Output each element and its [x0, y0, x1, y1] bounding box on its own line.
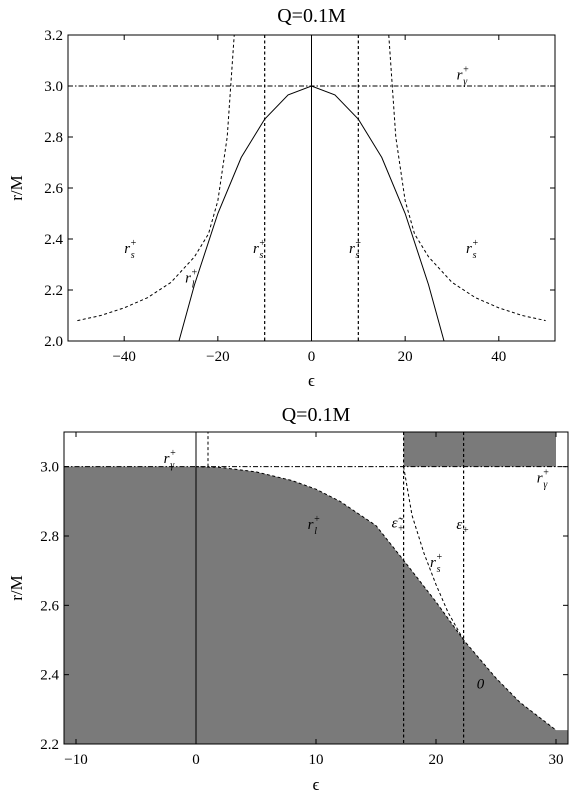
curve-annotation: r+ l — [308, 514, 321, 537]
annotation-base: r — [349, 241, 355, 257]
annotation-base: r — [124, 241, 130, 257]
curve-annotation: r+ s — [430, 552, 443, 575]
y-tick-label: 2.0 — [44, 334, 63, 350]
y-tick-label: 2.2 — [44, 283, 63, 299]
annotation-sub: s — [260, 250, 264, 261]
x-tick-label: 0 — [308, 349, 316, 365]
y-axis-label: r/M — [7, 575, 26, 601]
annotation-sub: γ — [170, 460, 175, 471]
y-tick-label: 2.6 — [40, 598, 59, 614]
y-tick-label: 2.8 — [40, 529, 59, 545]
y-tick-label: 3.0 — [44, 79, 63, 95]
annotation-base: r — [537, 470, 543, 486]
y-tick-label: 2.2 — [40, 737, 59, 753]
annotation-sub: γ — [543, 479, 548, 490]
annotation-base: r — [430, 555, 436, 571]
curve-annotation: r+ s — [466, 238, 479, 261]
curve-annotation: r+ γ — [457, 65, 470, 88]
annotation-base: r — [253, 241, 259, 257]
x-tick-label: 10 — [309, 752, 324, 768]
curve-annotation: ε̃+ — [392, 515, 405, 534]
annotation-sup: + — [463, 65, 470, 76]
plot-area — [68, 35, 555, 341]
y-tick-label: 2.4 — [44, 232, 63, 248]
curve-annotation: r+ l — [185, 267, 198, 290]
series-line-0 — [195, 466, 557, 731]
series-line-2 — [388, 35, 546, 322]
curve-annotation: r+ s — [124, 238, 137, 261]
annotation-sub: l — [314, 526, 317, 537]
annotation-base: r — [457, 68, 463, 84]
shaded-region-upper — [403, 432, 556, 467]
shaded-region — [64, 466, 568, 744]
annotation-base: ε — [456, 517, 462, 533]
plot-area — [64, 432, 568, 744]
annotation-sub: + — [462, 525, 469, 536]
x-tick-label: 0 — [192, 752, 200, 768]
annotation-sub: + — [398, 523, 405, 534]
curve-annotation: ε+ — [456, 517, 469, 536]
x-tick-label: 40 — [491, 349, 506, 365]
x-tick-label: 20 — [398, 349, 413, 365]
x-tick-label: 30 — [549, 752, 564, 768]
series-line-1 — [77, 35, 235, 322]
annotation-sub: γ — [463, 77, 468, 88]
x-tick-label: −10 — [64, 752, 87, 768]
annotation-sub: s — [437, 564, 441, 575]
top-panel: −40 −20 0 20 40 2.0 2.2 2.4 2.6 2.8 3.0 3.2 Q=0.1M ϵ r… — [7, 5, 556, 390]
curve-annotation: r+ s — [253, 238, 266, 261]
annotation-sup: + — [259, 238, 266, 249]
y-tick-label: 3.2 — [44, 28, 63, 44]
annotation-sub: l — [192, 279, 195, 290]
curve-annotation: r+ γ — [537, 467, 550, 490]
annotation-sup: + — [130, 238, 137, 249]
y-tick-label: 2.8 — [44, 130, 63, 146]
annotation-sub: s — [356, 250, 360, 261]
annotation-base: r — [308, 517, 314, 533]
y-tick-label: 2.6 — [44, 181, 63, 197]
annotation-base: 0 — [477, 677, 485, 693]
x-axis-label: ϵ — [313, 775, 320, 794]
x-tick-label: −20 — [206, 349, 229, 365]
curve-annotation: 0 — [477, 677, 485, 693]
x-axis-label: ϵ — [308, 371, 315, 390]
x-tick-label: 20 — [429, 752, 444, 768]
annotation-sup: + — [169, 448, 176, 459]
annotation-sub: s — [131, 250, 135, 261]
annotation-sup: + — [472, 238, 479, 249]
annotation-base: r — [466, 241, 472, 257]
series-line-1 — [403, 466, 465, 641]
curve-annotation: r+ s — [349, 238, 362, 261]
chart-title: Q=0.1M — [282, 404, 351, 426]
curve-annotation: r+ γ — [164, 448, 177, 471]
annotation-sup: + — [436, 552, 443, 563]
annotation-base: r — [164, 451, 170, 467]
annotation-sup: + — [355, 238, 362, 249]
x-tick-label: −40 — [112, 349, 135, 365]
y-tick-label: 2.4 — [40, 668, 59, 684]
annotation-sup: + — [191, 267, 198, 278]
annotation-sup: + — [313, 514, 320, 525]
y-tick-label: 3.0 — [40, 460, 59, 476]
y-axis-label: r/M — [7, 175, 26, 201]
chart-title: Q=0.1M — [277, 5, 346, 27]
annotation-sup: + — [543, 467, 550, 478]
annotation-base: r — [185, 270, 191, 286]
annotation-sub: s — [473, 250, 477, 261]
